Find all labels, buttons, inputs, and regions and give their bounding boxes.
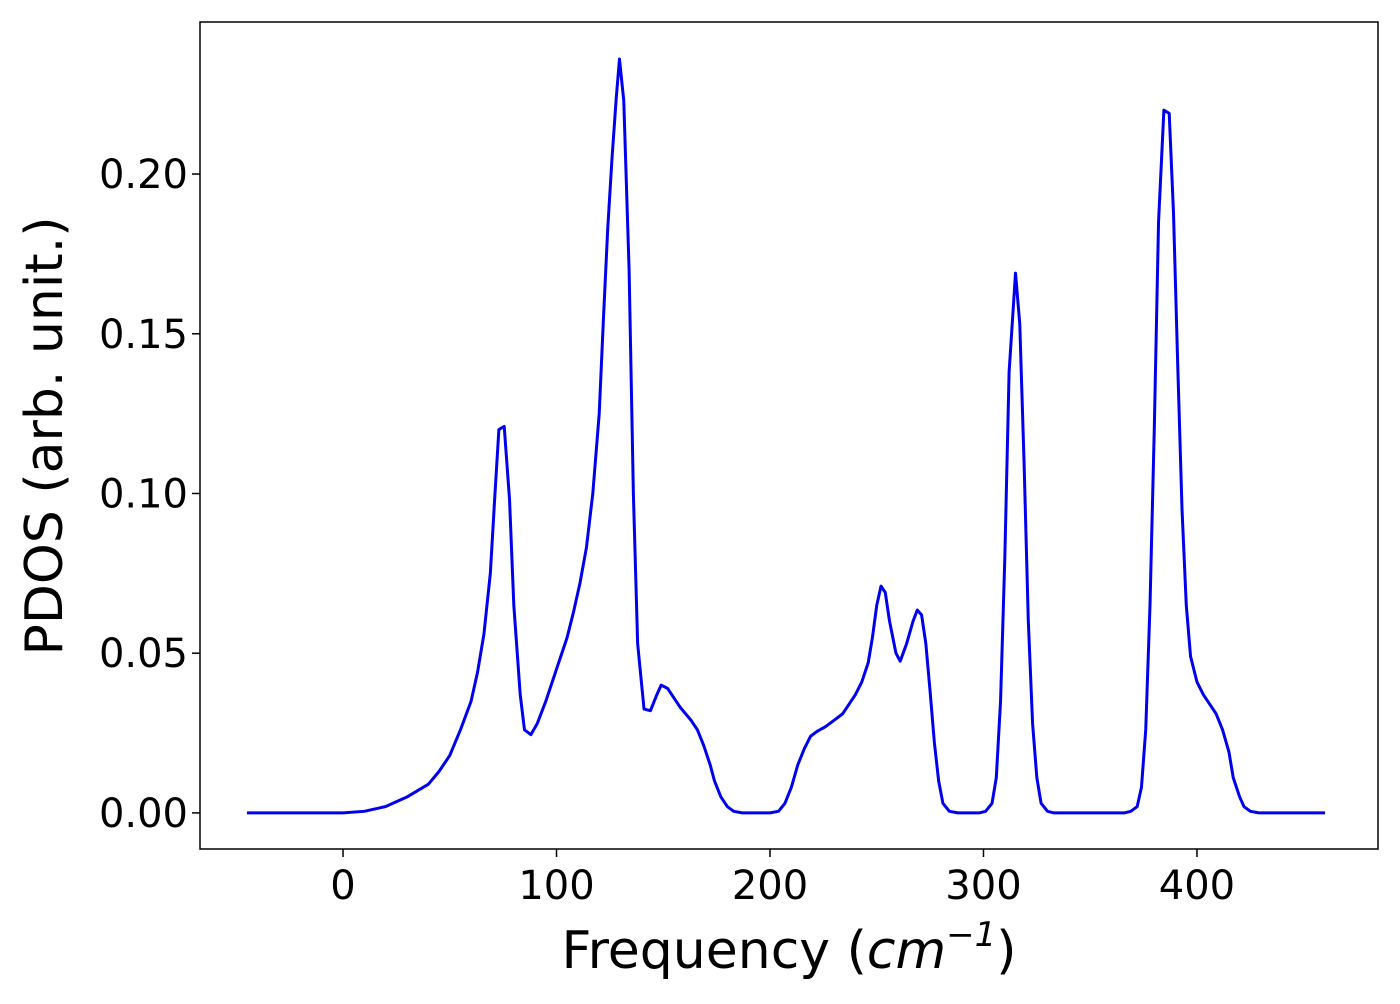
y-axis-label: PDOS (arb. unit.): [15, 216, 75, 655]
plot-frame: [199, 21, 1379, 850]
x-axis-label: Frequency (cm−1): [561, 915, 1016, 981]
x-tick-label: 100: [518, 863, 594, 909]
y-tick-label: 0.20: [99, 152, 188, 198]
y-tick-label: 0.10: [99, 471, 188, 517]
y-tick-label: 0.15: [99, 312, 188, 358]
y-tick-label: 0.00: [99, 791, 188, 837]
x-label-unit: cm: [867, 921, 946, 981]
y-tick-label: 0.05: [99, 631, 188, 677]
x-label-prefix: Frequency (: [561, 921, 866, 981]
x-tick-label: 300: [945, 863, 1021, 909]
data-line: [246, 57, 1326, 815]
x-tick-label: 0: [330, 863, 355, 909]
x-label-suffix: ): [996, 921, 1016, 981]
x-label-exponent: −1: [946, 915, 996, 955]
x-tick-label: 200: [732, 863, 808, 909]
x-tick-label: 400: [1159, 863, 1235, 909]
